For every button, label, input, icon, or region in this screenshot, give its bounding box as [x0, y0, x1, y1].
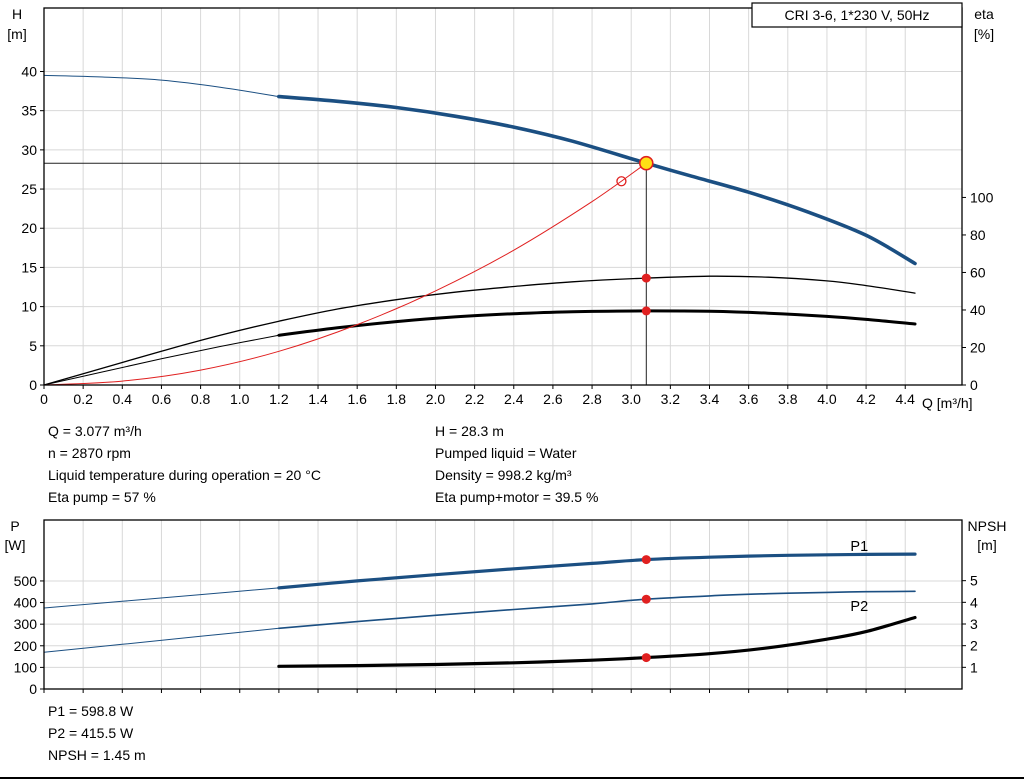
y-left-axis-title: P	[10, 518, 19, 534]
y-left-tick-label: 0	[29, 377, 37, 393]
y-right-tick-label: 3	[970, 616, 978, 632]
series-label: P1	[850, 539, 868, 555]
x-axis-title: Q [m³/h]	[922, 395, 973, 411]
x-tick-label: 2.8	[582, 391, 602, 407]
p2-curve	[278, 590, 916, 630]
y-left-tick-label: 400	[14, 595, 38, 611]
duty-eta-total-text: Eta pump+motor = 39.5 %	[435, 489, 599, 505]
x-tick-label: 4.4	[896, 391, 916, 407]
x-tick-label: 1.8	[387, 391, 407, 407]
pump-curve[interactable]	[277, 94, 917, 266]
affinity-parabola	[43, 162, 647, 386]
bottom-divider	[0, 777, 1024, 779]
x-tick-label: 2.4	[504, 391, 524, 407]
plot-frame	[43, 7, 963, 386]
x-tick-label: 1.6	[347, 391, 367, 407]
x-tick-label: 3.6	[739, 391, 759, 407]
x-tick-label: 0	[40, 391, 48, 407]
result-npsh-text: NPSH = 1.45 m	[48, 747, 146, 763]
x-tick-label: 3.8	[778, 391, 798, 407]
y-left-tick-label: 500	[14, 573, 38, 589]
y-left-tick-label: 300	[14, 616, 38, 632]
pump-curve-lead	[43, 74, 280, 98]
result-info: P1 = 598.8 W P2 = 415.5 W NPSH = 1.45 m	[48, 700, 146, 766]
eta-pump-motor-curve	[277, 309, 917, 337]
result-p1-text: P1 = 598.8 W	[48, 703, 134, 719]
p1-duty-point	[641, 555, 651, 565]
duty-density-text: Density = 998.2 kg/m³	[435, 467, 572, 483]
x-tick-label: 1.0	[230, 391, 250, 407]
duty-info-right: H = 28.3 m Pumped liquid = Water Density…	[435, 420, 598, 508]
y-right-tick-label: 1	[970, 659, 978, 675]
y-left-axis-title: [m]	[7, 26, 26, 42]
x-tick-label: 1.2	[269, 391, 289, 407]
p2-curve-lead	[43, 627, 280, 653]
model-title: CRI 3-6, 1*230 V, 50Hz	[784, 7, 929, 23]
plot-frame	[43, 519, 963, 690]
duty-point[interactable]	[638, 155, 654, 171]
eta-pump-curve	[43, 275, 916, 386]
x-tick-label: 2.2	[465, 391, 485, 407]
y-right-axis-title: NPSH	[968, 518, 1007, 534]
duty-liquid-text: Pumped liquid = Water	[435, 445, 577, 461]
y-left-axis-title: H	[12, 6, 22, 22]
p1-curve-lead	[43, 587, 280, 609]
x-tick-label: 1.4	[308, 391, 328, 407]
duty-temperature-text: Liquid temperature during operation = 20…	[48, 467, 321, 483]
y-right-axis-title: [m]	[977, 537, 996, 553]
y-left-axis-title: [W]	[5, 537, 26, 553]
y-left-tick-label: 40	[21, 63, 37, 79]
x-tick-label: 0.8	[191, 391, 211, 407]
model-title-box	[751, 2, 963, 28]
y-right-tick-label: 0	[970, 377, 978, 393]
y-right-axis-title: [%]	[974, 26, 994, 42]
y-right-tick-label: 80	[970, 227, 986, 243]
y-right-tick-label: 4	[970, 594, 978, 610]
x-tick-label: 0.2	[73, 391, 93, 407]
y-left-tick-label: 25	[21, 181, 37, 197]
x-tick-label: 2.0	[426, 391, 446, 407]
eta-pump-motor-lead	[43, 334, 280, 386]
eta-pump-motor-duty-point	[641, 306, 651, 316]
y-left-tick-label: 10	[21, 299, 37, 315]
y-right-tick-label: 5	[970, 573, 978, 589]
npsh-curve	[277, 615, 917, 668]
duty-eta-pump-text: Eta pump = 57 %	[48, 489, 156, 505]
duty-speed-text: n = 2870 rpm	[48, 445, 131, 461]
y-left-tick-label: 35	[21, 103, 37, 119]
x-tick-label: 2.6	[543, 391, 563, 407]
duty-head-text: H = 28.3 m	[435, 423, 504, 439]
x-tick-label: 3.0	[621, 391, 641, 407]
y-right-tick-label: 100	[970, 189, 994, 205]
duty-info-left: Q = 3.077 m³/h n = 2870 rpm Liquid tempe…	[48, 420, 321, 508]
x-tick-label: 4.0	[817, 391, 837, 407]
y-left-tick-label: 100	[14, 659, 38, 675]
x-tick-label: 3.4	[700, 391, 720, 407]
x-tick-label: 0.6	[152, 391, 172, 407]
series-label: P2	[850, 599, 868, 615]
y-right-axis-title: eta	[974, 6, 994, 22]
x-tick-label: 4.2	[856, 391, 876, 407]
x-tick-label: 3.2	[661, 391, 681, 407]
y-left-tick-label: 30	[21, 142, 37, 158]
result-p2-text: P2 = 415.5 W	[48, 725, 134, 741]
y-right-tick-label: 60	[970, 264, 986, 280]
y-left-tick-label: 5	[29, 338, 37, 354]
x-tick-label: 0.4	[113, 391, 133, 407]
npsh-duty-point	[641, 653, 651, 663]
y-left-tick-label: 15	[21, 259, 37, 275]
duty-flow-text: Q = 3.077 m³/h	[48, 423, 142, 439]
y-left-tick-label: 20	[21, 220, 37, 236]
y-left-tick-label: 0	[29, 681, 37, 697]
p2-duty-point	[641, 594, 651, 604]
y-right-tick-label: 20	[970, 339, 986, 355]
y-right-tick-label: 40	[970, 302, 986, 318]
y-left-tick-label: 200	[14, 638, 38, 654]
eta-pump-duty-point	[641, 273, 651, 283]
requested-duty-point	[616, 176, 627, 187]
y-right-tick-label: 2	[970, 638, 978, 654]
p1-curve	[277, 552, 917, 590]
